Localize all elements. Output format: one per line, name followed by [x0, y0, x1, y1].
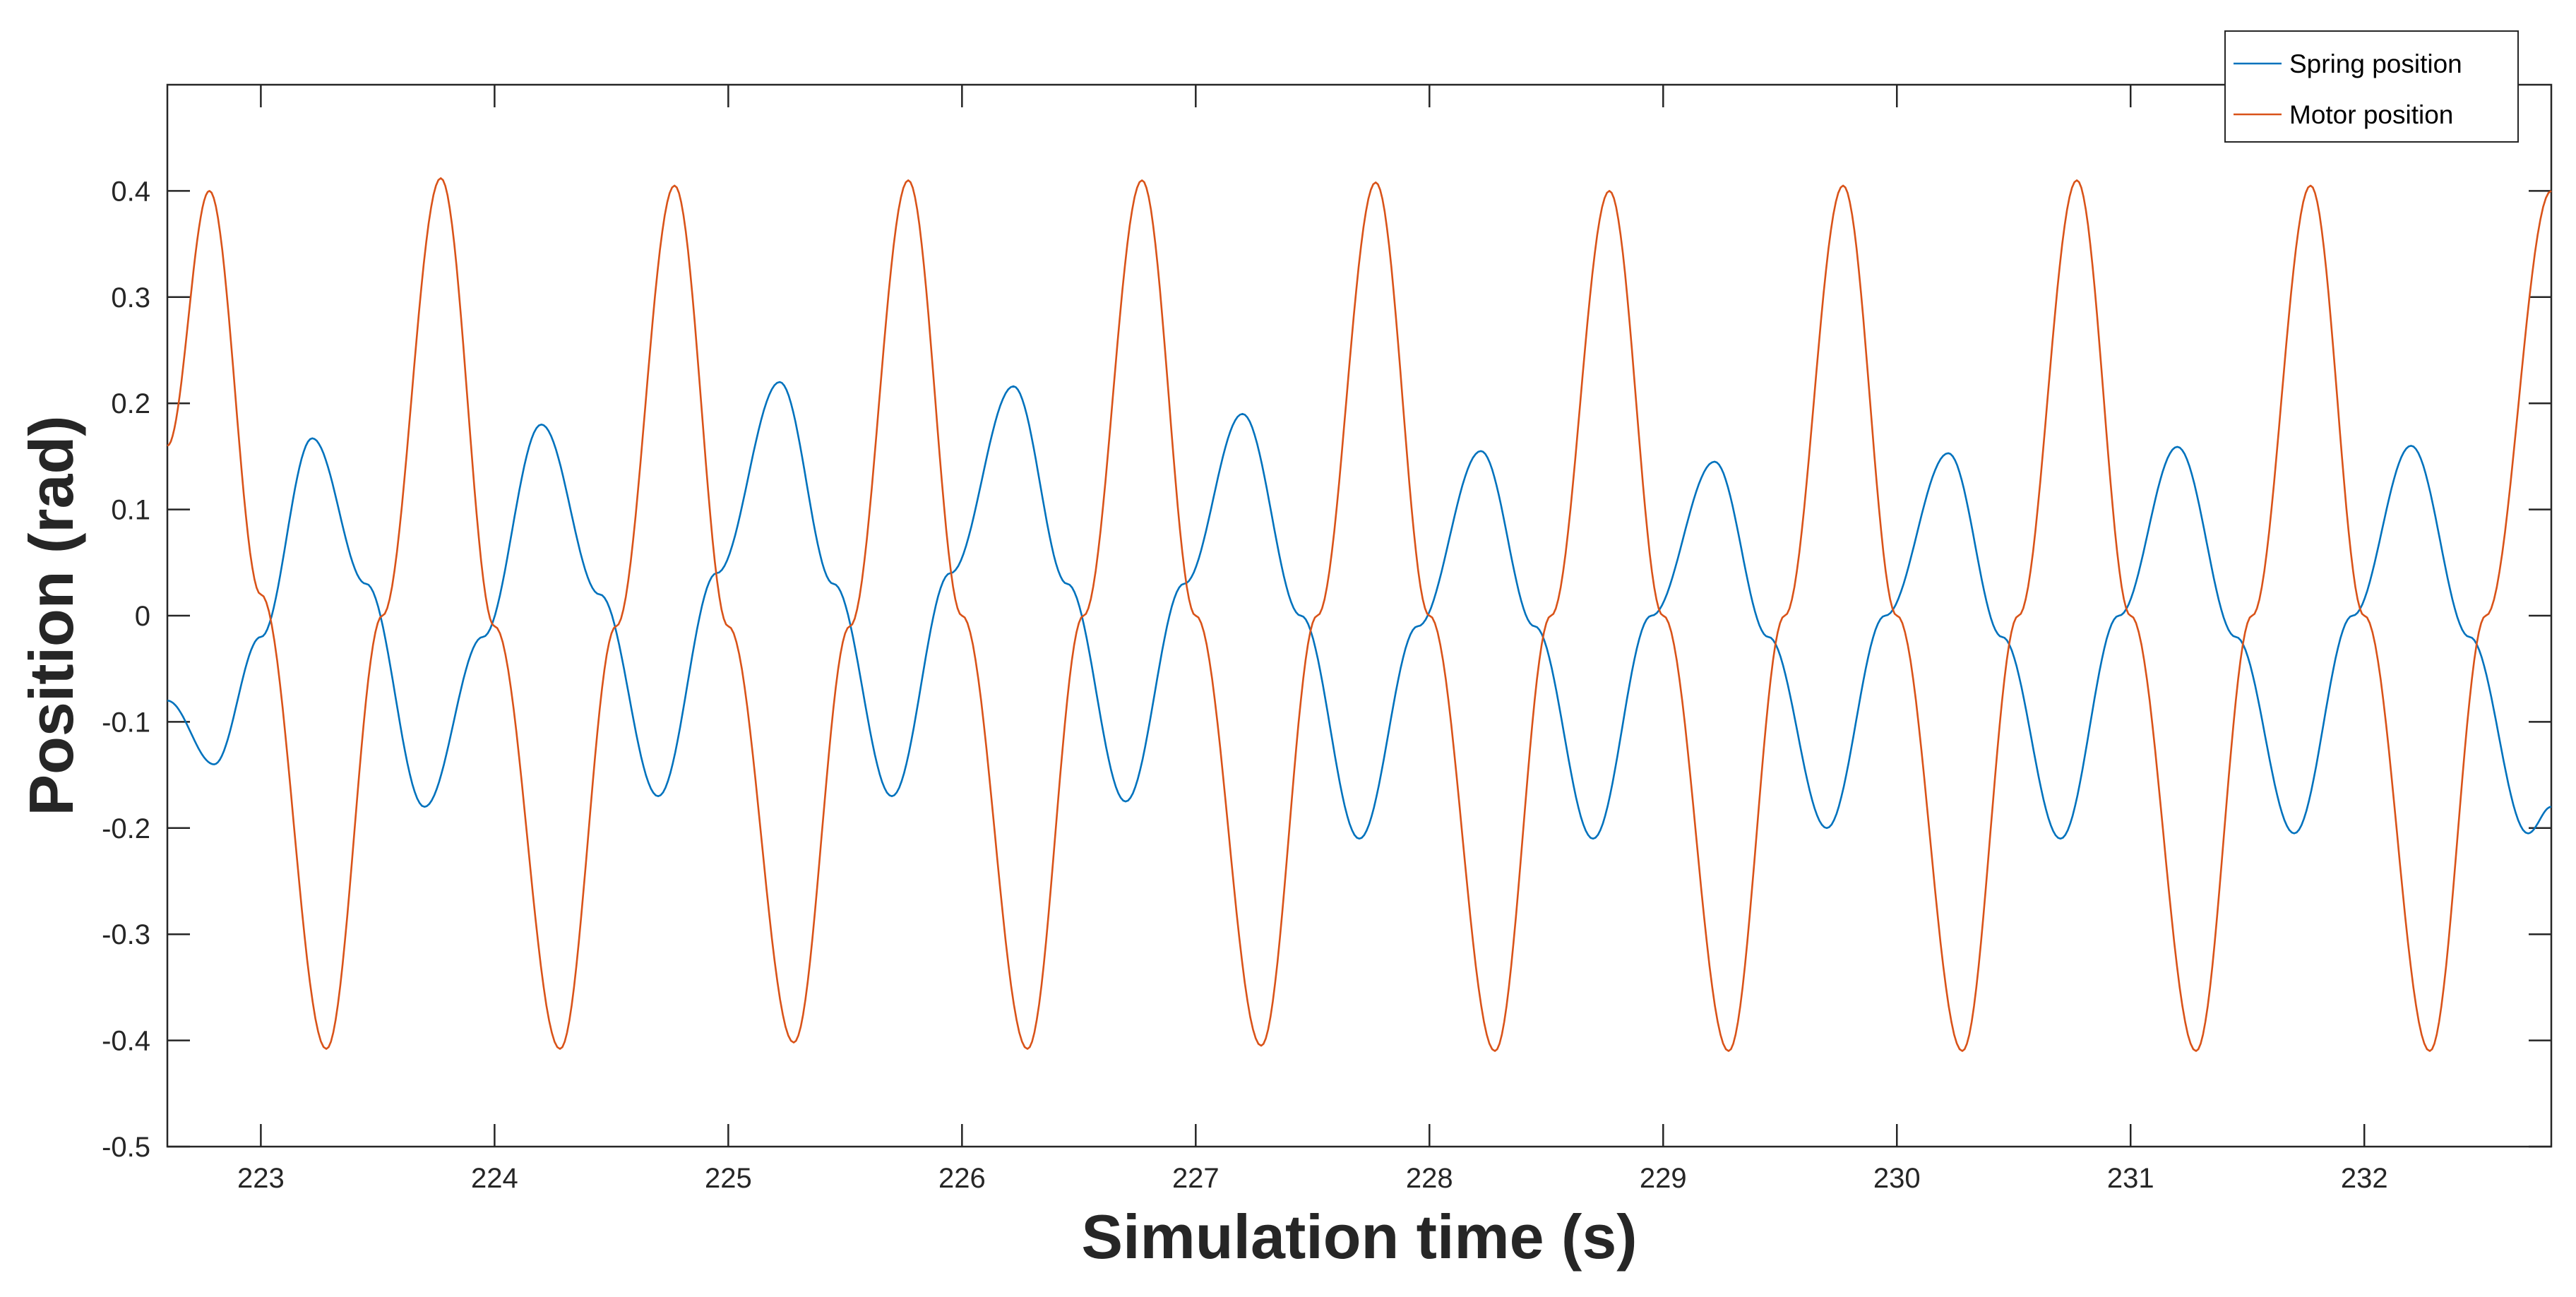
x-tick-label: 227: [1172, 1163, 1220, 1194]
x-tick-label: 225: [705, 1163, 752, 1194]
series-line-motor-position: [167, 177, 2552, 1052]
y-tick-label: -0.5: [102, 1132, 150, 1163]
series-line-spring-position: [167, 381, 2552, 840]
x-axis-title: Simulation time (s): [1081, 1202, 1637, 1272]
y-tick-label: -0.4: [102, 1026, 150, 1057]
y-tick-label: -0.1: [102, 707, 150, 738]
y-axis-title: Position (rad): [16, 415, 86, 815]
x-tick-label: 231: [2107, 1163, 2154, 1194]
x-tick-label: 223: [237, 1163, 285, 1194]
y-axis-ticks: -0.5 -0.4 -0.3 -0.2 -0.1 0 0.1 0.2 0.3 0.4: [102, 176, 2551, 1163]
x-tick-label: 228: [1406, 1163, 1453, 1194]
legend-label-spring: Spring position: [2289, 49, 2462, 78]
y-tick-label: 0.3: [111, 282, 150, 313]
y-tick-label: 0: [135, 601, 150, 632]
x-tick-label: 226: [938, 1163, 986, 1194]
y-tick-label: 0.1: [111, 495, 150, 526]
legend-box: [2224, 30, 2519, 143]
legend-label-motor: Motor position: [2289, 100, 2453, 129]
plot-area: [166, 83, 2553, 1148]
y-tick-label: 0.4: [111, 176, 150, 207]
y-tick-label: 0.2: [111, 388, 150, 419]
y-tick-label: -0.2: [102, 813, 150, 844]
x-tick-label: 230: [1873, 1163, 1921, 1194]
legend: Spring position Motor position: [2224, 30, 2519, 143]
y-tick-label: -0.3: [102, 919, 150, 950]
x-tick-label: 232: [2341, 1163, 2388, 1194]
series-layer: [167, 177, 2552, 1052]
x-tick-label: 229: [1640, 1163, 1687, 1194]
x-axis-ticks: 223 224 225 226 227 228 229 230 231 232: [237, 85, 2388, 1194]
x-tick-label: 224: [471, 1163, 518, 1194]
